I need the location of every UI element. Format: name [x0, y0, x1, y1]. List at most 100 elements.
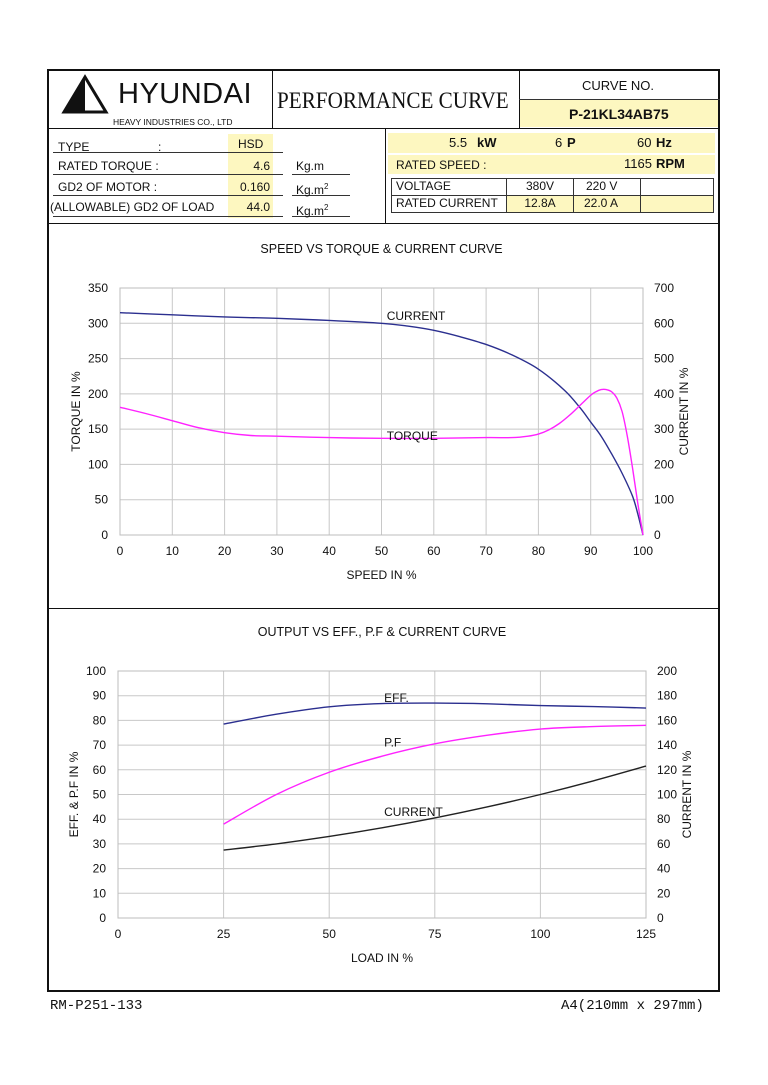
c2-x-tick-label: 125	[636, 927, 656, 941]
c2-y2-tick-label: 100	[657, 788, 677, 802]
gd2-motor-unit-text: Kg.m	[296, 183, 325, 197]
c1-x-tick-label: 20	[218, 544, 232, 558]
c2-y-tick-label: 90	[93, 689, 107, 703]
c2-y-tick-label: 100	[86, 664, 106, 678]
c1-y-tick-label: 350	[88, 281, 108, 295]
curve-no-label: CURVE NO.	[582, 78, 654, 93]
c2-y2-tick-label: 0	[657, 911, 664, 925]
c2-y2-tick-label: 200	[657, 664, 677, 678]
spec-speed-highlight	[388, 155, 715, 174]
spec-power-highlight	[388, 133, 715, 153]
poles-unit: P	[567, 135, 576, 150]
c2-y2-tick-label: 60	[657, 837, 671, 851]
sheet-frame	[47, 69, 720, 992]
c2-y2-tick-label: 180	[657, 689, 677, 703]
c2-x-tick-label: 25	[217, 927, 231, 941]
c1-chart-title: SPEED VS TORQUE & CURRENT CURVE	[260, 242, 502, 256]
rated-speed-value: 1165	[624, 156, 652, 171]
c2-annotation-p-f: P.F	[384, 736, 401, 750]
c1-y2-tick-label: 100	[654, 493, 674, 507]
voltage-value-2: 220 V	[573, 178, 641, 196]
rated-speed-unit: RPM	[656, 156, 685, 171]
curve-no-divider	[519, 99, 720, 100]
c2-x-tick-label: 75	[428, 927, 442, 941]
poles-value: 6	[555, 135, 563, 150]
company-subtitle: HEAVY INDUSTRIES CO., LTD	[113, 117, 233, 127]
c2-x-tick-label: 50	[323, 927, 337, 941]
c1-y-axis-label: TORQUE IN %	[69, 371, 83, 452]
c1-annotation-torque: TORQUE	[387, 429, 438, 443]
header-divider-v2	[519, 69, 520, 128]
c1-y-tick-label: 150	[88, 422, 108, 436]
c1-x-tick-label: 70	[479, 544, 493, 558]
c1-y2-axis-label: CURRENT IN %	[677, 367, 691, 455]
c2-y2-tick-label: 40	[657, 862, 671, 876]
c1-y2-tick-label: 500	[654, 352, 674, 366]
c1-x-tick-label: 80	[532, 544, 546, 558]
c1-x-tick-label: 90	[584, 544, 598, 558]
spec-divider-v	[385, 128, 386, 224]
c1-x-tick-label: 40	[323, 544, 337, 558]
c2-y-tick-label: 10	[93, 886, 107, 900]
gd2-load-label: (ALLOWABLE) GD2 OF LOAD	[50, 200, 215, 214]
voltage-label: VOLTAGE	[391, 178, 507, 196]
c2-y2-tick-label: 20	[657, 886, 671, 900]
c2-y2-axis-label: CURRENT IN %	[680, 750, 694, 838]
freq-unit: Hz	[656, 135, 672, 150]
c2-y2-tick-label: 120	[657, 763, 677, 777]
c2-plot-area	[117, 670, 647, 919]
spec-unit-line-4	[292, 216, 350, 217]
power-value: 5.5	[449, 135, 468, 150]
c1-x-axis-label: SPEED IN %	[346, 568, 416, 582]
c1-x-tick-label: 30	[270, 544, 284, 558]
c1-annotation-current: CURRENT	[387, 309, 446, 323]
rated-torque-unit: Kg.m	[296, 159, 325, 173]
doc-title: PERFORMANCE CURVE	[277, 88, 509, 113]
footer-doc-code: RM-P251-133	[50, 998, 143, 1014]
c1-y-tick-label: 200	[88, 387, 108, 401]
spec-line-4	[53, 216, 283, 217]
c1-y-tick-label: 100	[88, 457, 108, 471]
gd2-motor-unit: Kg.m2	[296, 180, 328, 197]
c1-plot-area	[119, 287, 644, 536]
c2-series-current-line	[223, 765, 647, 851]
voltage-value-3	[640, 178, 714, 196]
c2-y-tick-label: 70	[93, 738, 107, 752]
gd2-load-unit-text: Kg.m	[296, 204, 325, 218]
type-label: TYPE	[58, 140, 90, 154]
output-eff-pf-current-chart: OUTPUT VS EFF., P.F & CURRENT CURVE 0 25 50…	[67, 625, 694, 965]
spec-unit-line-3	[292, 195, 350, 196]
rated-speed-label: RATED SPEED :	[396, 158, 487, 172]
c1-y2-tick-label: 600	[654, 316, 674, 330]
company-name: HYUNDAI	[118, 78, 253, 110]
rated-torque-value: 4.6	[253, 159, 270, 173]
spec-line-1	[53, 152, 283, 153]
power-unit: kW	[477, 135, 497, 150]
c2-x-axis-label: LOAD IN %	[351, 951, 413, 965]
c1-x-tick-label: 50	[375, 544, 389, 558]
c1-y-tick-label: 250	[88, 352, 108, 366]
c2-y2-tick-label: 160	[657, 713, 677, 727]
gd2-load-unit-sup: 2	[324, 203, 329, 212]
c2-series-p-f-line	[223, 724, 647, 825]
rated-current-value-3	[640, 195, 714, 213]
spec-bottom-line	[47, 223, 720, 224]
type-colon: :	[158, 140, 162, 154]
rated-current-value-1: 12.8A	[506, 195, 574, 213]
c2-y-tick-label: 0	[99, 911, 106, 925]
gd2-load-value: 44.0	[246, 200, 270, 214]
c2-y-tick-label: 50	[93, 788, 107, 802]
c2-annotation-eff: EFF.	[384, 691, 409, 705]
header-divider	[47, 128, 720, 129]
c2-y-axis-label: EFF. & P.F IN %	[67, 751, 81, 837]
rated-current-label: RATED CURRENT	[391, 195, 507, 213]
c1-series-torque-line	[119, 388, 644, 536]
c2-y-tick-label: 40	[93, 812, 107, 826]
hyundai-logo-icon	[61, 74, 109, 114]
header-divider-v1	[272, 69, 273, 128]
spec-line-2	[53, 174, 283, 175]
c1-y2-tick-label: 400	[654, 387, 674, 401]
c2-y-tick-label: 20	[93, 862, 107, 876]
gd2-motor-label: GD2 OF MOTOR :	[58, 180, 158, 194]
spec-left-highlight	[228, 134, 273, 218]
